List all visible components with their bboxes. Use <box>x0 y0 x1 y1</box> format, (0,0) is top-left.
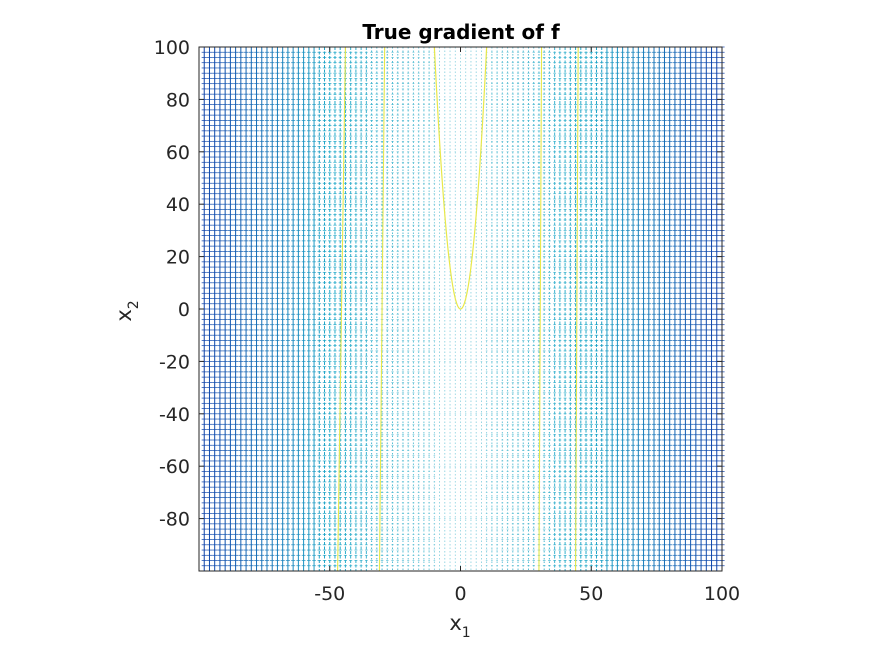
field-column <box>407 46 410 571</box>
field-column <box>328 46 332 571</box>
field-column <box>496 46 499 571</box>
plot-area <box>198 46 725 572</box>
field-column <box>433 46 436 571</box>
field-column <box>417 46 420 571</box>
field-column <box>396 46 399 571</box>
field-column <box>317 46 322 571</box>
field-column <box>364 46 368 571</box>
field-column <box>217 46 223 571</box>
field-column <box>375 46 379 571</box>
field-column <box>201 46 207 571</box>
field-column <box>485 46 488 571</box>
field-column <box>412 46 415 571</box>
gradient-field <box>201 46 725 571</box>
field-column <box>306 46 311 571</box>
field-column <box>212 46 218 571</box>
field-column <box>285 46 290 571</box>
field-column <box>322 46 327 571</box>
field-column <box>438 46 441 571</box>
field-column <box>428 46 430 571</box>
field-column <box>422 46 425 571</box>
field-column <box>312 46 316 571</box>
field-column <box>222 46 228 571</box>
field-column <box>301 46 306 571</box>
field-column <box>206 46 213 571</box>
field-column <box>359 46 363 571</box>
field-column <box>254 46 259 571</box>
field-column <box>264 46 270 571</box>
field-column <box>354 46 358 571</box>
field-column <box>343 46 348 571</box>
field-column <box>391 46 394 571</box>
field-column <box>291 46 296 571</box>
field-column <box>386 46 389 571</box>
field-column <box>248 46 254 571</box>
field-column <box>401 46 405 571</box>
field-column <box>259 46 265 571</box>
field-column <box>370 46 373 571</box>
field-column <box>280 46 285 571</box>
field-column <box>349 46 353 571</box>
field-column <box>227 46 233 571</box>
field-column <box>238 46 244 571</box>
field-column <box>270 46 275 571</box>
field-column <box>243 46 249 571</box>
field-column <box>275 46 280 571</box>
field-column <box>333 46 337 571</box>
field-column <box>491 46 493 571</box>
field-column <box>233 46 239 571</box>
field-column <box>296 46 301 571</box>
